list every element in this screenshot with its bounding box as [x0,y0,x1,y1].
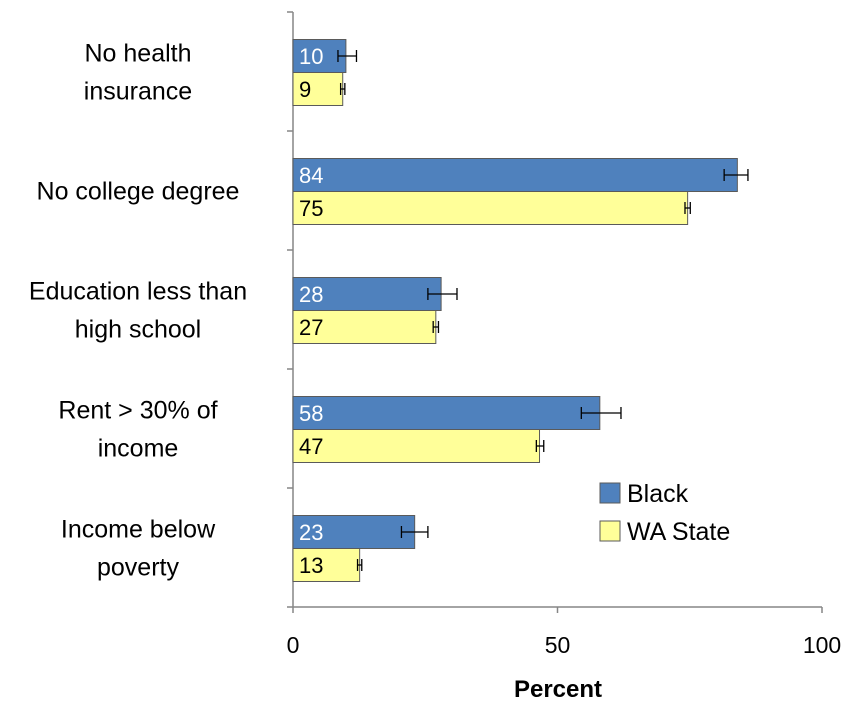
bar-wa-state [292,429,541,463]
category-label: Education less than [29,278,247,306]
bar-black [292,277,442,311]
bars [292,39,738,582]
category-label: insurance [84,78,192,106]
legend-swatch [599,520,621,542]
data-label: 9 [299,77,311,102]
data-label: 27 [299,315,323,340]
legend-label: WA State [627,518,730,546]
data-label: 10 [299,44,323,69]
x-tick-label: 0 [287,632,300,658]
bar-black [292,158,738,192]
data-labels: 10 9 84 75 28 27 58 47 23 13 [299,44,323,578]
data-label: 75 [299,196,323,221]
legend: Black WA State [599,480,730,546]
legend-swatch [599,482,621,504]
legend-label: Black [627,480,689,508]
bar-black [292,39,347,73]
category-label: poverty [97,554,179,582]
bar-black [292,396,601,430]
data-label: 47 [299,434,323,459]
x-axis-title: Percent [514,676,602,703]
category-label: No college degree [37,178,240,206]
category-label: income [98,435,179,463]
category-label: No health [84,40,191,68]
bar-wa-state [292,191,689,225]
bar-wa-state [292,310,437,344]
bar-wa-state [292,548,361,582]
data-label: 28 [299,282,323,307]
bar-wa-state [292,72,344,106]
category-label: high school [75,316,201,344]
x-tick-label: 50 [545,632,571,658]
x-tick-labels: 0 50 100 [287,632,842,658]
data-label: 23 [299,520,323,545]
data-label: 84 [299,163,323,188]
category-label: Income below [61,516,216,544]
error-bars [337,50,749,571]
data-label: 58 [299,401,323,426]
category-labels: No health insurance No college degree Educa… [29,40,247,582]
category-label: Rent > 30% of [58,397,217,425]
data-label: 13 [299,553,323,578]
x-tick-label: 100 [803,632,841,658]
bar-black [292,515,416,549]
